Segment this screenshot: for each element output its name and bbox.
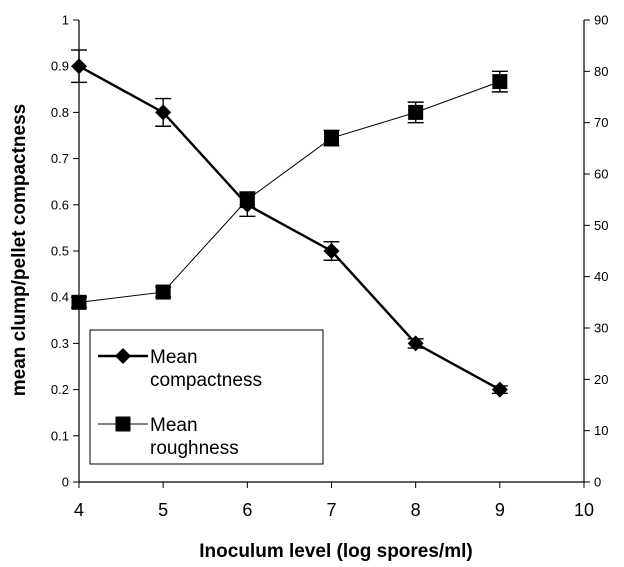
y-tick-label: 0.1 (51, 428, 69, 443)
legend-marker-diamond (115, 348, 131, 364)
x-tick-label: 9 (495, 500, 505, 520)
series-line-roughness (78, 81, 501, 303)
data-point-diamond (407, 335, 424, 352)
y-tick-label: 0.7 (51, 151, 69, 166)
data-point-square (239, 192, 255, 208)
data-point-square (155, 284, 171, 300)
series-square-group (71, 70, 508, 310)
y2-tick-label: 90 (594, 13, 608, 28)
x-tick-label: 10 (574, 500, 594, 520)
x-tick-label: 8 (411, 500, 421, 520)
data-point-diamond (323, 243, 340, 259)
legend-label: roughness (150, 438, 239, 459)
y2-tick-label: 60 (594, 167, 608, 182)
y-tick-label: 0.6 (51, 197, 69, 212)
y-tick-label: 1 (62, 13, 69, 28)
data-point-square (492, 74, 508, 90)
x-tick-label: 5 (158, 500, 168, 520)
y-tick-label: 0.8 (51, 105, 69, 120)
data-point-square (324, 130, 339, 146)
x-tick-label: 4 (74, 500, 84, 520)
y-tick-label: 0.5 (51, 244, 69, 259)
x-tick-label: 7 (326, 500, 336, 520)
data-point-diamond (491, 381, 508, 398)
y2-tick-label: 70 (594, 115, 608, 130)
y2-tick-label: 0 (594, 475, 601, 490)
legend-marker-square (115, 416, 131, 432)
series-layer (71, 49, 508, 398)
series-line-compactness (78, 65, 501, 391)
legend-label: Mean (150, 415, 198, 436)
data-point-square (408, 104, 424, 120)
y-axis-label: mean clump/pellet compactness (9, 104, 30, 397)
y-tick-label: 0.9 (51, 59, 69, 74)
y2-tick-label: 30 (594, 321, 608, 336)
y-tick-label: 0.2 (51, 382, 69, 397)
y2-tick-label: 10 (594, 423, 608, 438)
axes-layer: 00.10.20.30.40.50.60.70.80.9101020304050… (51, 13, 609, 521)
data-point-square (71, 294, 87, 310)
legend-label: compactness (150, 370, 262, 391)
y2-tick-label: 80 (594, 64, 608, 79)
x-tick-label: 6 (242, 500, 252, 520)
legend-box (89, 329, 324, 465)
y-tick-label: 0.4 (51, 290, 69, 305)
y-tick-label: 0 (62, 475, 69, 490)
y2-tick-label: 20 (594, 372, 608, 387)
y-tick-label: 0.3 (51, 336, 69, 351)
data-point-diamond (155, 104, 172, 121)
x-axis-label: Inoculum level (log spores/ml) (199, 541, 472, 562)
y2-tick-label: 50 (594, 218, 608, 233)
legend-label: Mean (150, 347, 198, 368)
data-point-diamond (71, 58, 87, 75)
y2-tick-label: 40 (594, 269, 608, 284)
